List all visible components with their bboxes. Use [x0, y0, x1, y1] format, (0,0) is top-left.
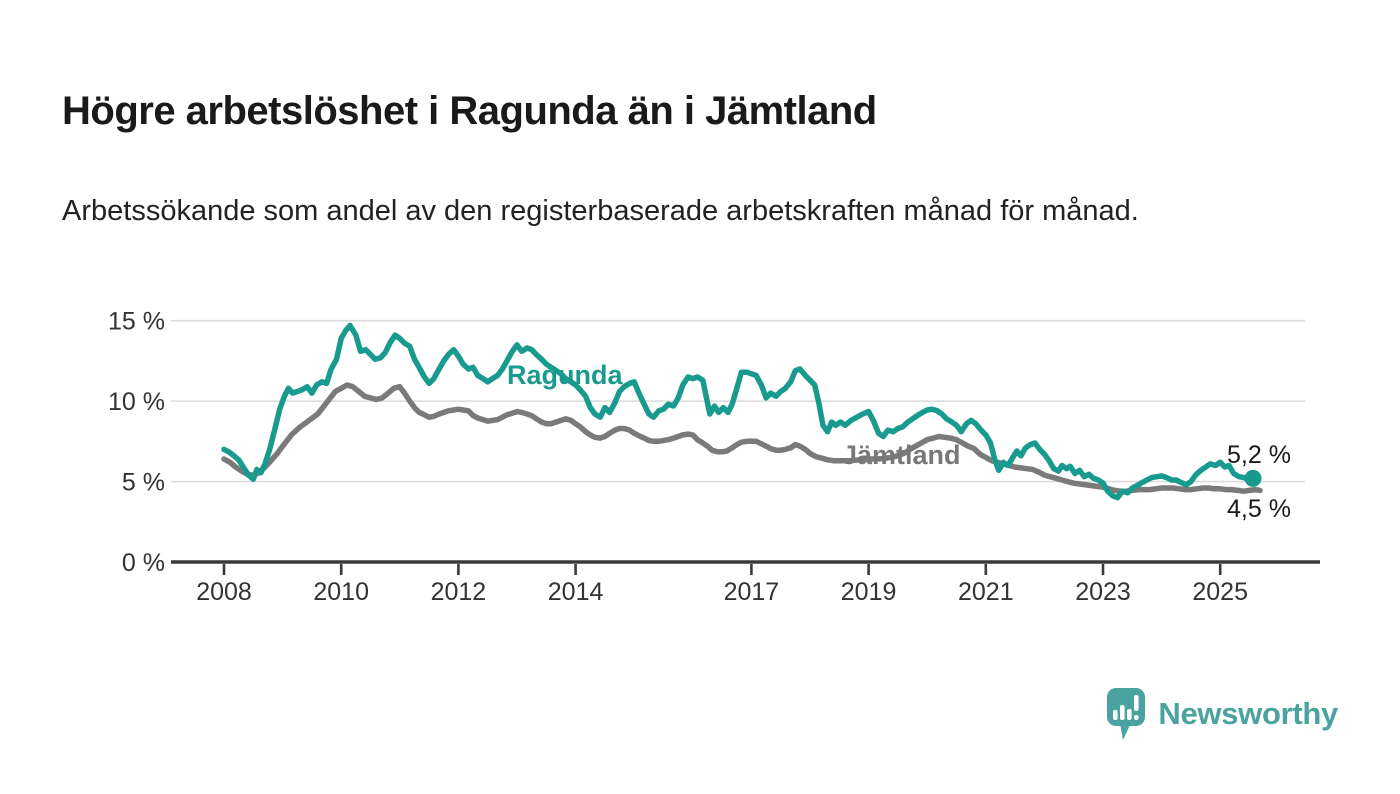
newsworthy-brand: Newsworthy — [1103, 686, 1338, 742]
x-axis-tick-label: 2008 — [196, 578, 252, 606]
y-axis-tick-label: 15 % — [108, 308, 165, 336]
x-axis-tick-label: 2012 — [431, 578, 487, 606]
y-axis-tick-label: 0 % — [122, 549, 165, 577]
x-axis-tick-label: 2014 — [548, 578, 604, 606]
newsworthy-logo-icon — [1103, 686, 1147, 742]
series-line-jamtland — [221, 382, 1263, 494]
jamtland-end-value-label: 4,5 % — [1227, 495, 1291, 523]
x-axis-tick-label: 2017 — [724, 578, 780, 606]
page-title: Högre arbetslöshet i Ragunda än i Jämtla… — [62, 88, 877, 133]
x-axis-tick-label: 2010 — [313, 578, 369, 606]
y-axis-tick-label: 10 % — [108, 388, 165, 416]
series-line-ragunda — [221, 322, 1256, 501]
x-axis-tick-label: 2021 — [958, 578, 1014, 606]
x-axis-tick-label: 2019 — [841, 578, 897, 606]
y-axis-tick-label: 5 % — [122, 469, 165, 497]
newsworthy-wordmark: Newsworthy — [1158, 696, 1338, 731]
ragunda-end-value-label: 5,2 % — [1227, 441, 1291, 469]
series-end-dot — [1244, 469, 1262, 487]
chart-subtitle: Arbetssökande som andel av den registerb… — [62, 195, 1139, 227]
x-axis-tick-label: 2023 — [1075, 578, 1131, 606]
ragunda-series-label: Ragunda — [507, 360, 623, 390]
x-axis-tick-label: 2025 — [1192, 578, 1248, 606]
jamtland-series-label: Jämtland — [842, 440, 961, 470]
